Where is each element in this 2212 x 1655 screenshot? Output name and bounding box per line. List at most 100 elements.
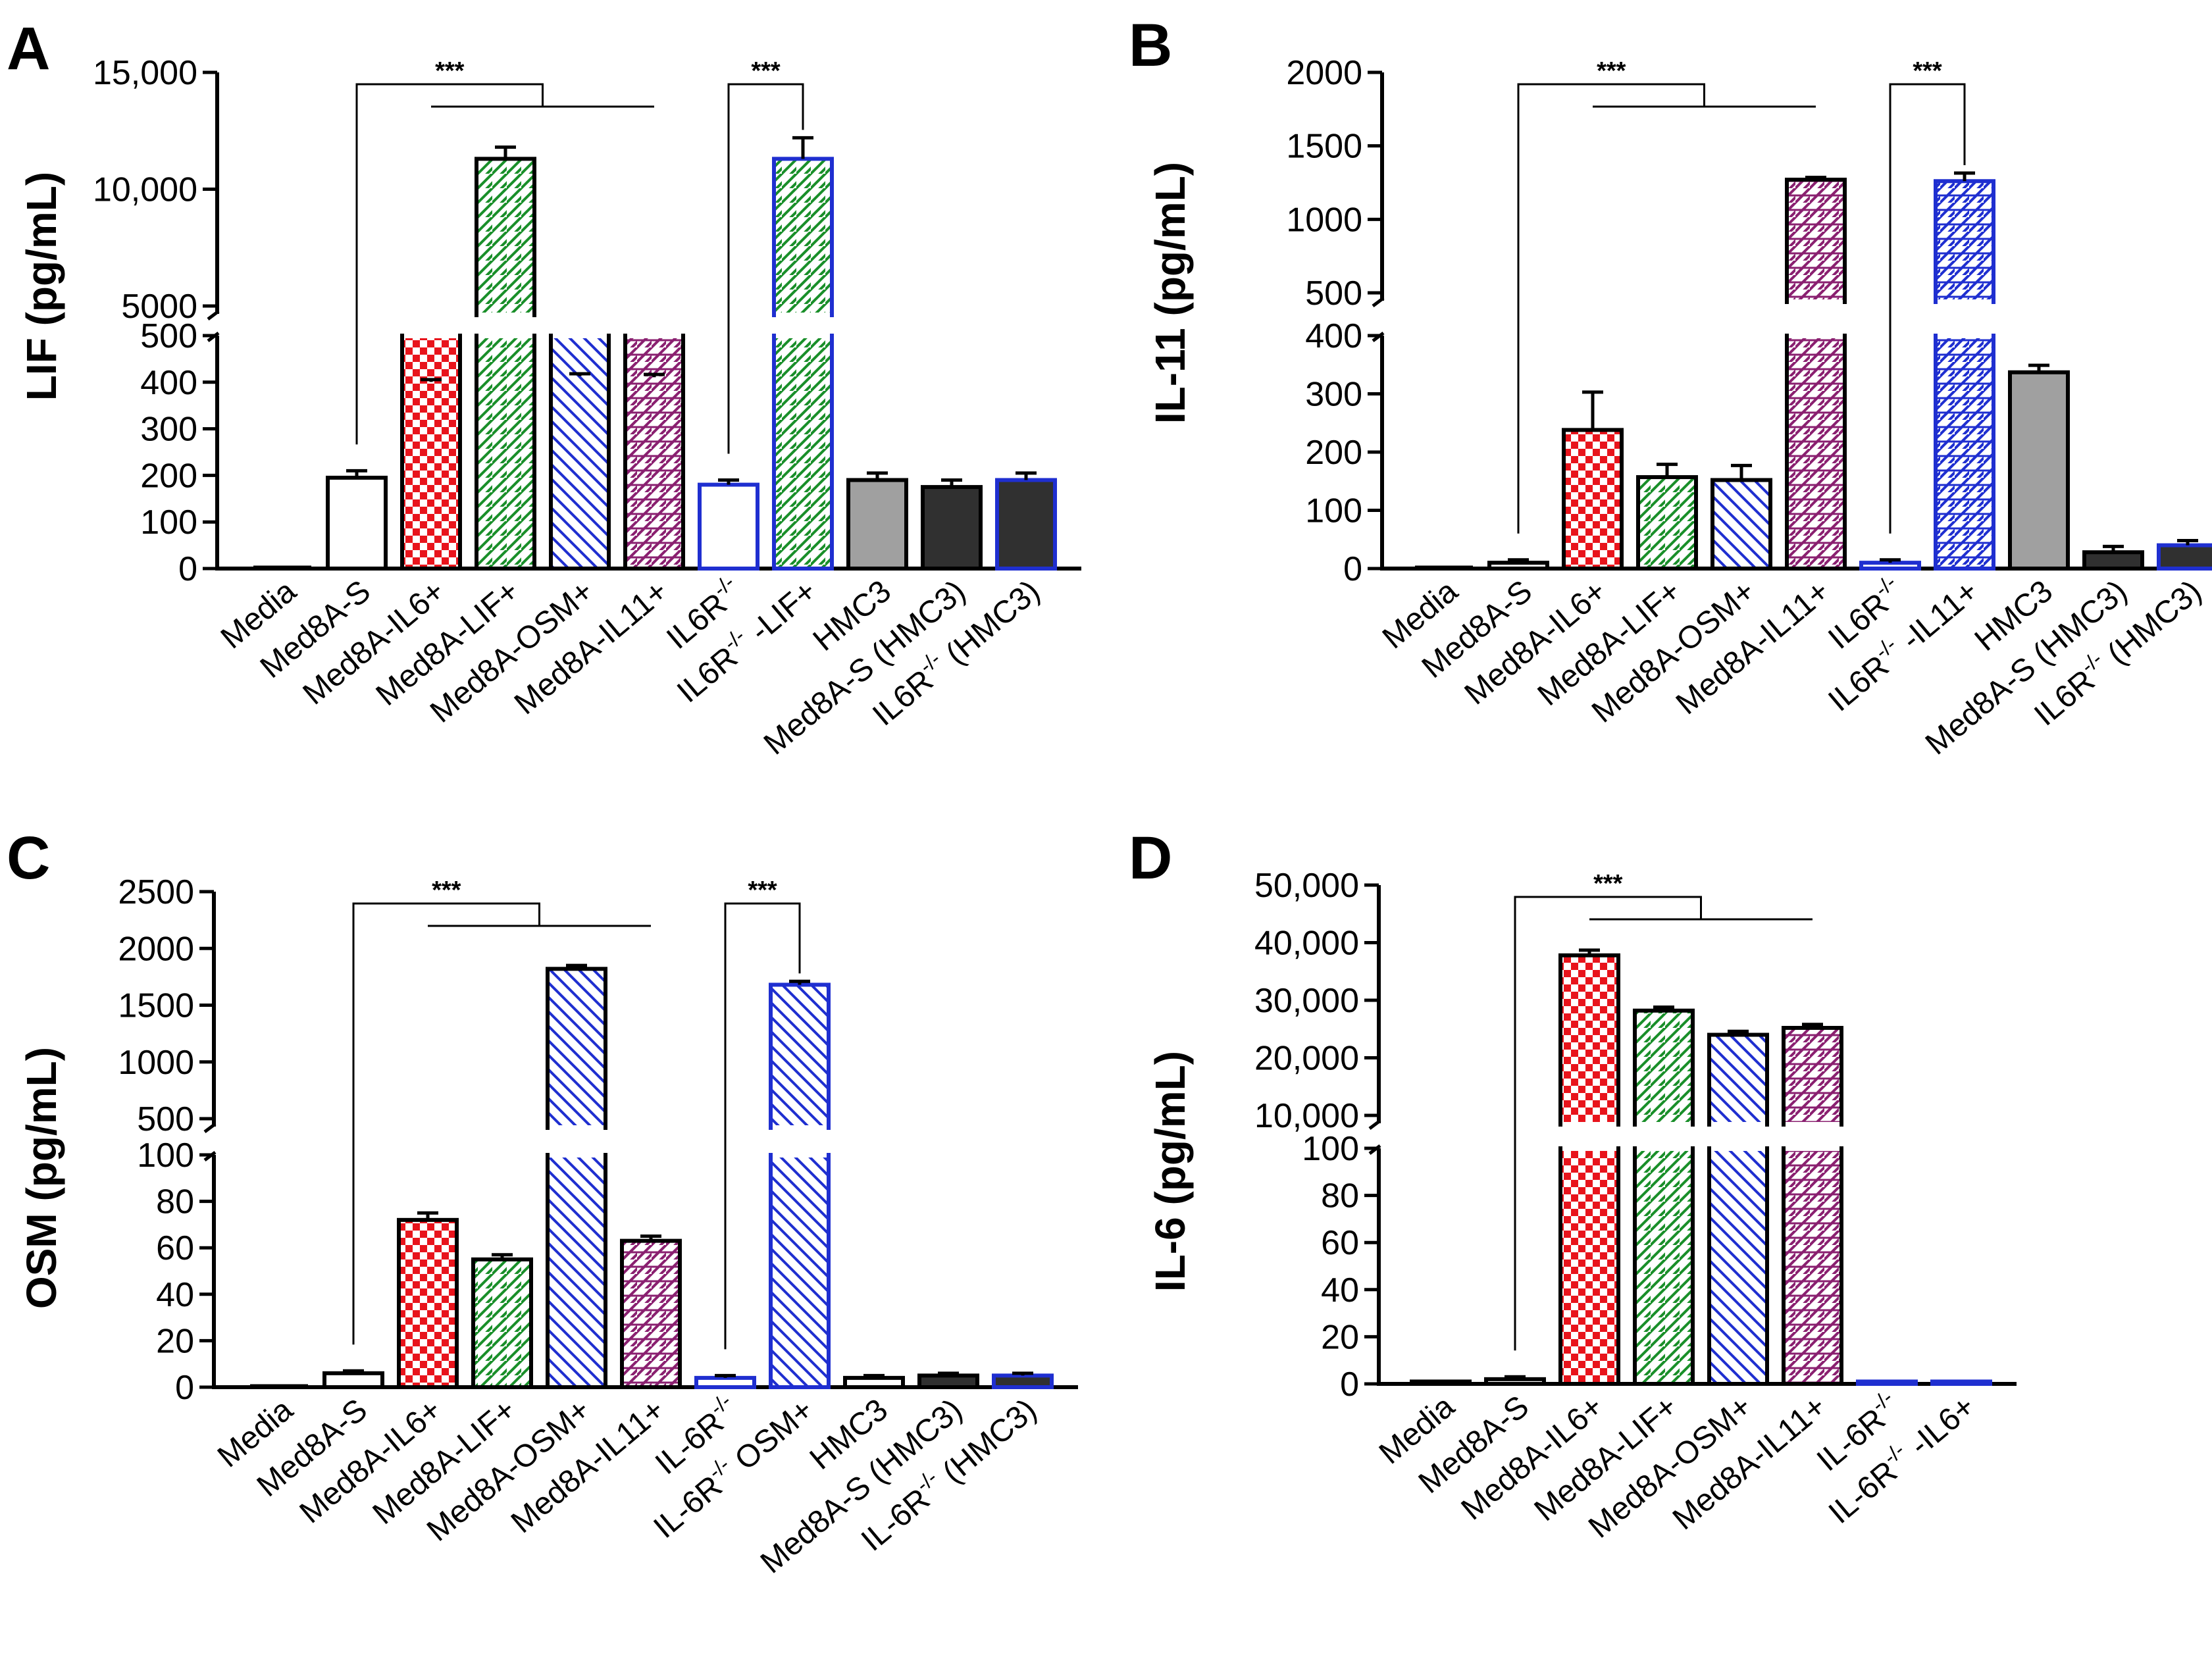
significance-bracket [355, 83, 544, 445]
axis-break-mark [1368, 1119, 1381, 1130]
bar [694, 1375, 756, 1389]
y-tick-label: 200 [1305, 434, 1362, 472]
y-axis-label: IL-11 (pg/mL) [1146, 162, 1194, 424]
significance-label: *** [1593, 870, 1623, 898]
y-tick-label: 40 [1321, 1271, 1359, 1310]
bar [326, 475, 388, 571]
bar [620, 1238, 682, 1389]
significance-label: *** [751, 57, 781, 85]
bar-upper-segment [546, 967, 607, 1131]
y-tick-label: 100 [1305, 492, 1362, 530]
bar [1710, 478, 1772, 571]
y-tick-label: 30,000 [1254, 982, 1359, 1020]
y-tick-label: 1000 [118, 1044, 194, 1082]
category-label-tail: -IL6+ [1897, 1389, 1982, 1468]
y-tick-label: 20 [1321, 1318, 1359, 1356]
bar-lower-segment [549, 334, 611, 571]
bar-lower-segment [623, 334, 685, 571]
y-tick-label: 0 [175, 1369, 194, 1407]
bar [471, 1257, 533, 1389]
y-axis-label: IL-6 (pg/mL) [1146, 1051, 1194, 1292]
y-tick-label: 500 [140, 317, 197, 355]
bar-upper-segment [1782, 1026, 1843, 1127]
y-tick-label: 400 [140, 364, 197, 402]
y-tick-label: 20 [156, 1322, 194, 1360]
y-tick-label: 15,000 [93, 54, 197, 92]
y-tick-label: 60 [156, 1229, 194, 1267]
y-tick-label: 500 [1305, 274, 1362, 313]
bar [921, 485, 983, 571]
significance-bracket [727, 83, 804, 454]
bar [1484, 1377, 1546, 1387]
bar [397, 1217, 459, 1389]
y-tick-label: 1500 [1286, 128, 1362, 166]
y-tick-label: 20,000 [1254, 1040, 1359, 1078]
significance-label: *** [748, 877, 777, 904]
significance-bracket [1517, 83, 1705, 534]
y-tick-label: 100 [140, 503, 197, 542]
bar-lower-segment [769, 1153, 831, 1389]
significance-bracket [1514, 896, 1702, 1351]
axis-break-mark [1372, 297, 1385, 307]
category-label-tail: OSM+ [722, 1392, 821, 1483]
y-tick-label: 0 [178, 550, 197, 588]
y-tick-label: 1500 [118, 987, 194, 1025]
bar [843, 1375, 905, 1389]
y-tick-label: 200 [140, 457, 197, 495]
bar-upper-segment [475, 157, 536, 317]
y-axis-label: LIF (pg/mL) [18, 172, 65, 401]
bar [1859, 561, 1921, 571]
axis-break-mark [207, 310, 220, 320]
y-tick-label: 60 [1321, 1224, 1359, 1262]
bar-lower-segment [772, 334, 834, 571]
y-tick-label: 2000 [118, 930, 194, 968]
bar-lower-segment [475, 334, 536, 571]
significance-bracket [1889, 83, 1966, 534]
significance-label: *** [1597, 57, 1626, 85]
bar-lower-segment [1633, 1146, 1695, 1386]
y-tick-label: 2500 [118, 873, 194, 911]
bar-upper-segment [1633, 1008, 1695, 1127]
y-tick-label: 10,000 [93, 171, 197, 209]
category-label-tail: -LIF+ [737, 574, 823, 654]
category-label-tail: -IL11+ [1888, 574, 1985, 663]
bar-lower-segment [1558, 1146, 1620, 1386]
bar-lower-segment [1785, 334, 1847, 571]
bar [322, 1371, 384, 1390]
bar-upper-segment [1558, 953, 1620, 1127]
bar-lower-segment [400, 334, 462, 571]
bar-upper-segment [1707, 1032, 1769, 1127]
panel-letter: A [7, 15, 50, 82]
y-tick-label: 80 [156, 1183, 194, 1221]
bar [1410, 1379, 1472, 1386]
y-tick-label: 40 [156, 1276, 194, 1314]
bar [1856, 1379, 1918, 1386]
bar [995, 478, 1057, 571]
bar [1487, 561, 1549, 571]
axis-break-mark [203, 1123, 217, 1133]
y-tick-label: 100 [137, 1136, 194, 1175]
y-tick-label: 100 [1302, 1130, 1359, 1168]
bar-lower-segment [546, 1153, 607, 1389]
significance-label: *** [435, 57, 465, 85]
bar-upper-segment [1785, 178, 1847, 304]
panel-letter: D [1129, 825, 1172, 892]
y-tick-label: 0 [1343, 550, 1362, 588]
y-tick-label: 300 [140, 411, 197, 449]
panel-letter: C [7, 825, 50, 892]
y-tick-label: 5000 [121, 288, 197, 326]
panel-letter: B [1129, 12, 1172, 79]
y-tick-label: 10,000 [1254, 1097, 1359, 1135]
bar [1562, 428, 1624, 571]
significance-bracket [724, 902, 801, 1350]
y-tick-label: 300 [1305, 376, 1362, 414]
y-tick-label: 1000 [1286, 201, 1362, 239]
y-tick-label: 0 [1340, 1365, 1359, 1404]
y-tick-label: 500 [137, 1100, 194, 1138]
bar-lower-segment [1934, 334, 1995, 571]
bar [2157, 543, 2212, 571]
